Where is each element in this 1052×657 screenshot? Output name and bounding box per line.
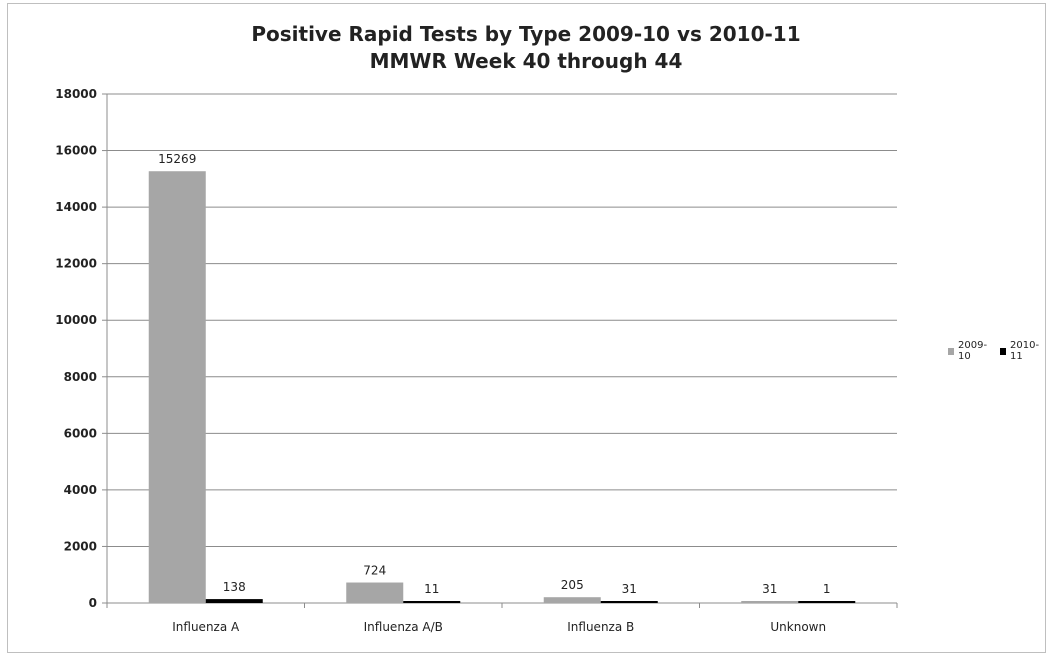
legend-label-2009-10: 2009-10 bbox=[958, 340, 988, 362]
y-tick-label: 4000 bbox=[64, 483, 97, 497]
x-tick-label: Influenza A bbox=[172, 620, 240, 634]
chart-subtitle: MMWR Week 40 through 44 bbox=[369, 49, 683, 73]
bar-2009-10 bbox=[741, 601, 799, 603]
data-label: 31 bbox=[762, 582, 777, 596]
x-tick-label: Influenza A/B bbox=[364, 620, 443, 634]
legend-item-2010-11: 2010-11 bbox=[1000, 340, 1046, 362]
legend-label-2010-11: 2010-11 bbox=[1010, 340, 1040, 362]
data-label: 138 bbox=[223, 580, 246, 594]
legend-item-2009-10: 2009-10 bbox=[948, 340, 994, 362]
y-tick-label: 10000 bbox=[55, 313, 97, 327]
y-tick-label: 16000 bbox=[55, 144, 97, 158]
bar-2009-10 bbox=[148, 171, 206, 603]
chart-title: Positive Rapid Tests by Type 2009-10 vs … bbox=[251, 22, 801, 46]
y-tick-label: 2000 bbox=[64, 539, 97, 553]
y-tick-label: 12000 bbox=[55, 257, 97, 271]
data-label: 205 bbox=[561, 578, 584, 592]
y-tick-label: 18000 bbox=[55, 87, 97, 101]
bar-2010-11 bbox=[600, 601, 658, 603]
data-label: 15269 bbox=[158, 152, 196, 166]
x-tick-label: Influenza B bbox=[567, 620, 634, 634]
data-label: 724 bbox=[363, 564, 386, 578]
bar-2010-11 bbox=[798, 601, 856, 603]
bar-2009-10 bbox=[346, 582, 404, 603]
legend: 2009-10 2010-11 bbox=[948, 340, 1052, 362]
y-tick-label: 0 bbox=[89, 596, 97, 610]
legend-swatch-2010-11 bbox=[1000, 347, 1007, 355]
y-tick-label: 6000 bbox=[64, 426, 97, 440]
bar-2010-11 bbox=[205, 599, 263, 603]
data-label: 31 bbox=[622, 582, 637, 596]
bar-2009-10 bbox=[543, 597, 601, 603]
bar-2010-11 bbox=[403, 601, 461, 603]
legend-swatch-2009-10 bbox=[948, 347, 955, 355]
y-tick-label: 14000 bbox=[55, 200, 97, 214]
data-label: 11 bbox=[424, 582, 439, 596]
data-label: 1 bbox=[823, 582, 831, 596]
x-tick-label: Unknown bbox=[770, 620, 826, 634]
y-tick-label: 8000 bbox=[64, 370, 97, 384]
